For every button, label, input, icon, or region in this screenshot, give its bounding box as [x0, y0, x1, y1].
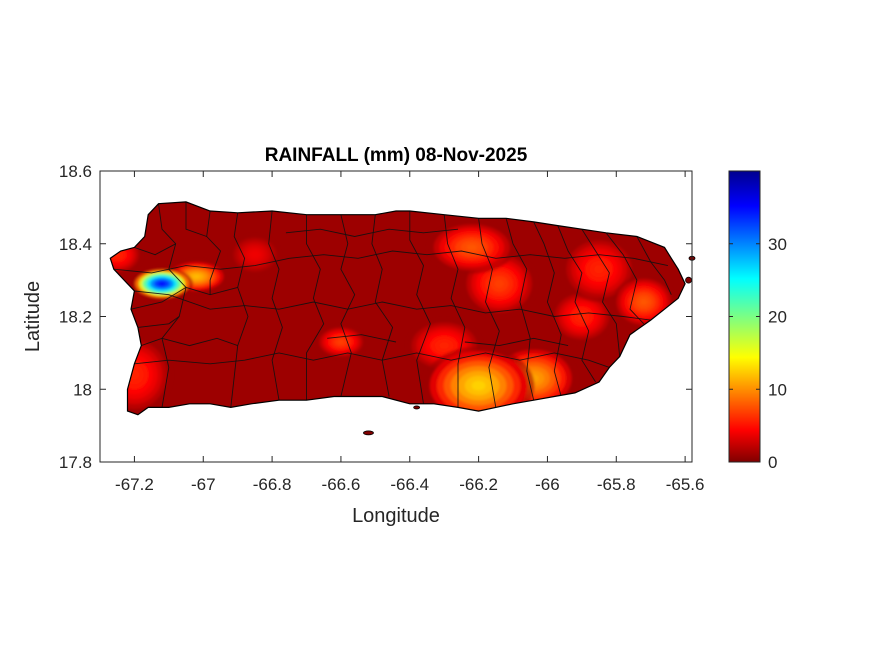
colorbar-ticks: 0 10 20 30: [729, 235, 787, 472]
x-tick-label: -66.4: [390, 475, 429, 494]
municipality-boundary: [141, 337, 238, 347]
rainfall-hotspot: [561, 236, 637, 302]
municipality-boundary: [134, 243, 176, 256]
x-tick-label: -67: [191, 475, 216, 494]
municipality-boundary: [306, 214, 325, 401]
y-tick-label: 18.2: [59, 308, 92, 327]
municipality-boundary: [443, 214, 466, 408]
x-axis-label: Longitude: [352, 505, 440, 527]
municipality-boundary: [137, 316, 180, 328]
islet: [363, 430, 374, 436]
municipality-boundary: [409, 211, 431, 404]
chart-title: RAINFALL (mm) 08-Nov-2025: [265, 145, 528, 166]
rainfall-contour: [639, 298, 648, 306]
rainfall-contour: [594, 265, 604, 274]
x-tick-label: -66.6: [322, 475, 361, 494]
island-coastline: [109, 201, 686, 416]
municipality-boundary: [113, 250, 668, 274]
rainfall-contour: [192, 274, 201, 279]
colorbar-tick-label: 10: [768, 380, 787, 399]
colorbar: [728, 170, 761, 463]
municipality-boundary: [581, 228, 621, 357]
municipality-boundary: [130, 286, 238, 310]
y-tick-label: 18: [73, 380, 92, 399]
municipality-boundary: [206, 210, 222, 295]
colorbar-tick-label: 0: [768, 453, 777, 472]
islet: [413, 405, 421, 410]
municipality-boundary: [327, 334, 397, 343]
municipality-boundary: [557, 225, 596, 383]
x-tick-label: -66.8: [253, 475, 292, 494]
y-tick-label: 17.8: [59, 453, 92, 472]
rainfall-hotspot: [428, 221, 516, 274]
municipality-boundary: [478, 218, 500, 408]
y-tick-label: 18.6: [59, 162, 92, 181]
x-tick-label: -67.2: [115, 475, 154, 494]
rainfall-hotspot: [316, 325, 366, 359]
y-tick-label: 18.4: [59, 235, 92, 254]
municipality-boundary: [230, 212, 249, 408]
municipality-boundary: [268, 210, 283, 401]
x-tick-label: -65.8: [597, 475, 636, 494]
x-tick-label: -66.2: [459, 475, 498, 494]
colorbar-tick-label: 20: [768, 308, 787, 327]
colorbar-tick-label: 30: [768, 235, 787, 254]
municipality-boundary: [134, 352, 610, 368]
y-axis-ticks: 17.8 18 18.2 18.4 18.6: [59, 162, 692, 472]
municipality-boundary: [533, 221, 562, 397]
rainfall-hotspot: [130, 267, 193, 301]
rainfall-contour: [439, 342, 449, 349]
rainfall-contour: [494, 279, 504, 288]
rainfall-hotspot: [422, 346, 535, 415]
municipality-boundary: [134, 290, 651, 321]
municipality-boundary: [285, 228, 459, 237]
y-axis-label: Latitude: [22, 281, 44, 352]
rainfall-contour: [251, 252, 258, 258]
rainfall-hotspot: [407, 319, 482, 372]
municipality-boundary: [185, 201, 207, 237]
x-tick-label: -66: [535, 475, 560, 494]
islet: [685, 276, 692, 284]
municipality-boundary: [605, 232, 645, 325]
rainfall-contour: [337, 339, 345, 345]
x-axis-ticks: -67.2 -67 -66.8 -66.6 -66.4 -66.2 -66 -65.8 -65.…: [115, 171, 704, 494]
rainfall-contour: [471, 380, 486, 391]
rainfall-hotspot: [230, 235, 280, 275]
municipality-boundary: [464, 337, 569, 347]
municipality-boundary: [505, 218, 535, 401]
municipality-boundaries: [113, 201, 672, 408]
rainfall-contour: [466, 244, 478, 251]
islets: [363, 255, 696, 436]
municipality-boundary: [636, 236, 672, 295]
x-tick-label: -65.6: [666, 475, 705, 494]
municipality-boundary: [340, 214, 356, 397]
rainfall-contour: [158, 281, 166, 286]
